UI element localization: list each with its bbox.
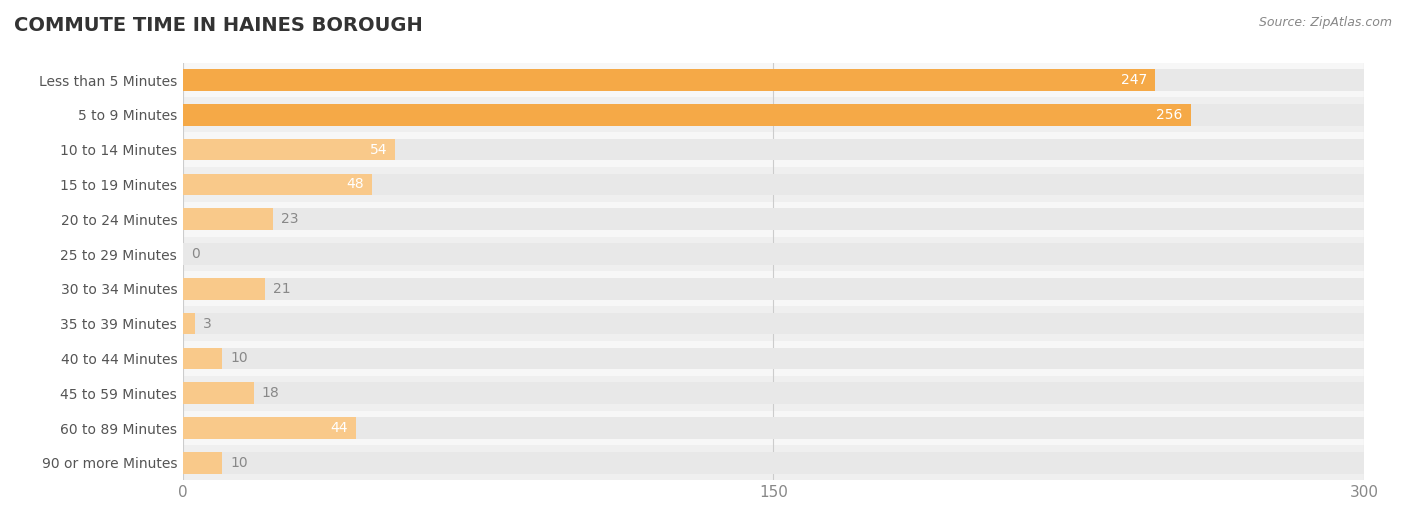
Bar: [183, 63, 1364, 98]
Bar: [183, 306, 1364, 341]
Bar: [183, 313, 194, 335]
Text: 23: 23: [281, 212, 298, 226]
Bar: [183, 132, 1364, 167]
Bar: [183, 383, 253, 404]
Bar: [183, 417, 356, 439]
Bar: [183, 411, 1364, 445]
Bar: [183, 271, 1364, 306]
Text: 256: 256: [1156, 108, 1182, 122]
Text: 247: 247: [1121, 73, 1147, 87]
Text: 54: 54: [370, 143, 388, 157]
Bar: [183, 376, 1364, 411]
Bar: [183, 348, 1364, 369]
Text: 10: 10: [231, 456, 247, 470]
Text: 3: 3: [202, 317, 211, 330]
Bar: [183, 69, 1156, 91]
Text: 44: 44: [330, 421, 349, 435]
Bar: [183, 139, 395, 160]
Text: 18: 18: [262, 386, 280, 400]
Bar: [183, 174, 1364, 195]
Bar: [183, 417, 1364, 439]
Bar: [183, 104, 1364, 126]
Text: 0: 0: [191, 247, 200, 261]
Bar: [183, 167, 1364, 202]
Bar: [183, 98, 1364, 132]
Bar: [183, 208, 1364, 230]
Text: 21: 21: [273, 282, 291, 296]
Bar: [183, 174, 371, 195]
Bar: [183, 445, 1364, 480]
Bar: [183, 69, 1364, 91]
Bar: [183, 208, 273, 230]
Text: Source: ZipAtlas.com: Source: ZipAtlas.com: [1258, 16, 1392, 29]
Text: COMMUTE TIME IN HAINES BOROUGH: COMMUTE TIME IN HAINES BOROUGH: [14, 16, 423, 34]
Bar: [183, 348, 222, 369]
Bar: [183, 236, 1364, 271]
Bar: [183, 278, 1364, 300]
Bar: [183, 313, 1364, 335]
Bar: [183, 243, 1364, 265]
Bar: [183, 452, 222, 473]
Text: 10: 10: [231, 351, 247, 365]
Bar: [183, 104, 1191, 126]
Bar: [183, 383, 1364, 404]
Bar: [183, 139, 1364, 160]
Text: 48: 48: [346, 177, 364, 192]
Bar: [183, 452, 1364, 473]
Bar: [183, 341, 1364, 376]
Bar: [183, 202, 1364, 236]
Bar: [183, 278, 266, 300]
